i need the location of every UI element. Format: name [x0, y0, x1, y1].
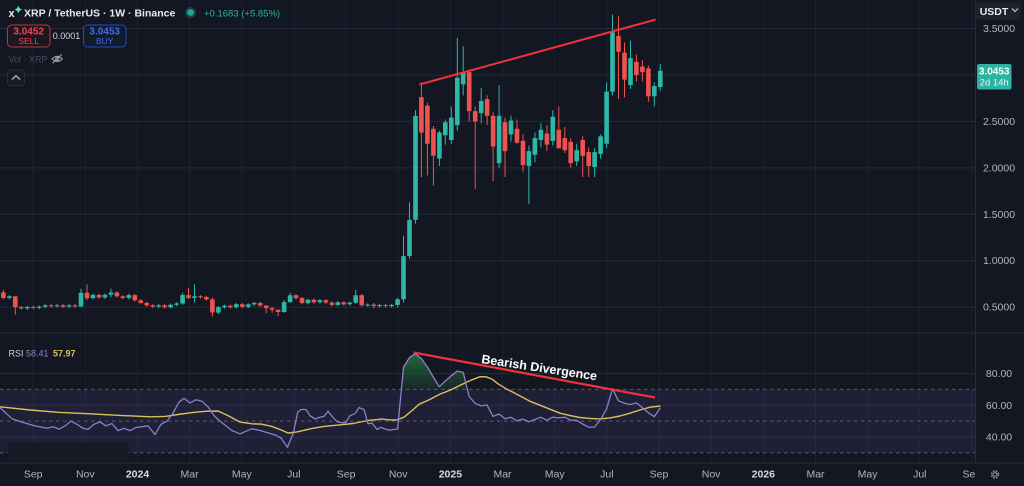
svg-text:SELL: SELL — [18, 36, 39, 46]
svg-text:2.5000: 2.5000 — [983, 116, 1015, 128]
svg-text:May: May — [858, 469, 879, 481]
svg-text:2.0000: 2.0000 — [983, 162, 1015, 174]
svg-text:+0.1683 (+5.85%): +0.1683 (+5.85%) — [204, 9, 280, 20]
svg-text:USDT: USDT — [980, 6, 1009, 18]
svg-text:Mar: Mar — [493, 469, 512, 481]
svg-text:1.5000: 1.5000 — [983, 209, 1015, 221]
svg-text:RSI: RSI — [9, 349, 24, 359]
svg-text:Sep: Sep — [337, 469, 356, 481]
svg-text:May: May — [545, 469, 566, 481]
svg-text:Nov: Nov — [389, 469, 408, 481]
svg-text:Mar: Mar — [181, 469, 200, 481]
svg-text:57.97: 57.97 — [53, 349, 76, 359]
svg-text:Mar: Mar — [806, 469, 825, 481]
svg-text:Nov: Nov — [76, 469, 95, 481]
svg-text:0.5000: 0.5000 — [983, 302, 1015, 314]
svg-text:BUY: BUY — [96, 36, 114, 46]
svg-text:Jul: Jul — [600, 469, 613, 481]
svg-text:58.41: 58.41 — [26, 349, 49, 359]
svg-text:0.0001: 0.0001 — [53, 31, 81, 41]
svg-text:2025: 2025 — [439, 469, 463, 481]
svg-text:Jul: Jul — [287, 469, 300, 481]
svg-text:60.00: 60.00 — [986, 400, 1012, 412]
svg-text:Sep: Sep — [650, 469, 669, 481]
svg-text:3.0453: 3.0453 — [979, 67, 1010, 78]
svg-text:40.00: 40.00 — [986, 432, 1012, 444]
svg-text:80.00: 80.00 — [986, 368, 1012, 380]
svg-text:XRP / TetherUS · 1W · Binance: XRP / TetherUS · 1W · Binance — [24, 8, 175, 20]
svg-text:3.0452: 3.0452 — [13, 27, 44, 38]
svg-text:2d 14h: 2d 14h — [980, 78, 1009, 89]
svg-text:3.5000: 3.5000 — [983, 23, 1015, 35]
svg-text:3.0453: 3.0453 — [89, 27, 120, 38]
svg-text:x: x — [9, 8, 16, 20]
svg-text:Sep: Sep — [963, 469, 982, 481]
svg-text:2024: 2024 — [126, 469, 150, 481]
svg-text:1.0000: 1.0000 — [983, 255, 1015, 267]
svg-text:2026: 2026 — [752, 469, 776, 481]
svg-text:Nov: Nov — [702, 469, 721, 481]
svg-text:Jul: Jul — [913, 469, 926, 481]
svg-text:May: May — [232, 469, 253, 481]
svg-text:Sep: Sep — [24, 469, 43, 481]
svg-text:Vol · XRP: Vol · XRP — [9, 55, 48, 65]
